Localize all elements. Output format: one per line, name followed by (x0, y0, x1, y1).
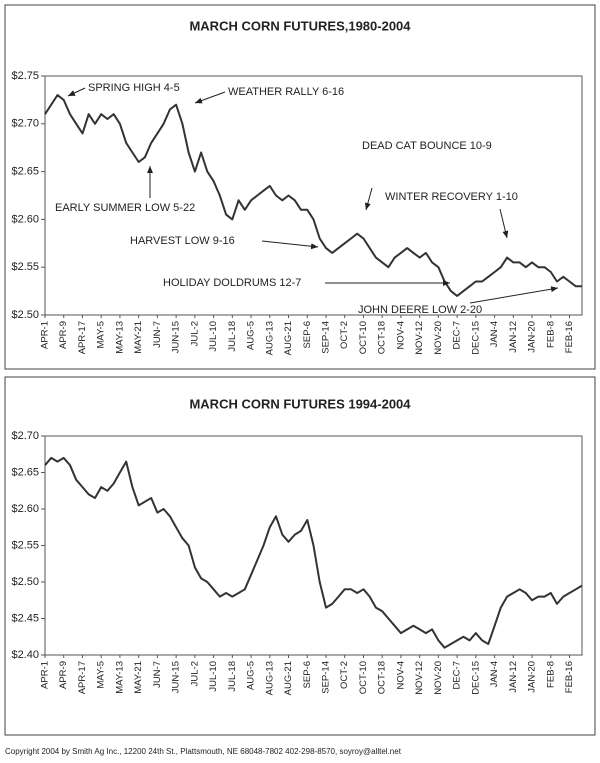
plot-area (44, 75, 583, 316)
x-tick-label: JAN-12 (508, 321, 519, 353)
x-tick-label: JUL-10 (208, 321, 219, 352)
x-tick-label: FEB-8 (545, 321, 556, 348)
price-line (44, 456, 583, 649)
x-tick-label: DEC-7 (452, 321, 463, 350)
x-tick-label: AUG-21 (283, 661, 294, 695)
x-tick-label: JAN-20 (527, 661, 538, 693)
footer: Copyright 2004 by Smith Ag Inc., 12200 2… (5, 747, 402, 756)
x-tick-label: MAY-13 (114, 661, 125, 694)
x-tick-label: JUN-7 (152, 321, 163, 348)
x-tick-label: APR-17 (77, 321, 88, 354)
annotation-arrow (261, 240, 319, 250)
annotation-arrow (469, 286, 559, 304)
x-tick-label: JAN-20 (527, 321, 538, 353)
annotation: SPRING HIGH 4-5 (88, 82, 180, 94)
x-tick-label: NOV-12 (414, 661, 425, 695)
x-tick-label: JAN-12 (508, 661, 519, 693)
y-tick-label: $2.75 (11, 70, 39, 82)
x-tick-label: DEC-15 (470, 321, 481, 355)
x-tick-label: DEC-15 (470, 661, 481, 695)
x-tick-label: JUN-15 (171, 661, 182, 693)
x-tick-label: SEP-6 (302, 321, 313, 348)
x-tick-label: MAY-13 (114, 321, 125, 354)
y-tick-label: $2.45 (11, 612, 39, 624)
x-tick-label: APR-9 (58, 661, 69, 689)
x-tick-label: JUL-18 (227, 321, 238, 352)
x-tick-label: JAN-4 (489, 321, 500, 347)
y-tick-label: $2.70 (11, 118, 39, 130)
y-tick-label: $2.50 (11, 309, 39, 321)
x-tick-label: OCT-10 (358, 661, 369, 694)
x-tick-label: APR-17 (77, 661, 88, 694)
x-tick-label: MAY-5 (96, 321, 107, 348)
annotation: JOHN DEERE LOW 2-20 (358, 304, 482, 316)
annotation: WEATHER RALLY 6-16 (228, 86, 344, 98)
x-tick-label: FEB-8 (545, 661, 556, 688)
annotation: HARVEST LOW 9-16 (130, 235, 235, 247)
x-tick-label: SEP-14 (321, 661, 332, 694)
x-tick-label: OCT-18 (377, 321, 388, 354)
price-line (44, 94, 582, 297)
x-tick-label: MAY-21 (133, 321, 144, 354)
x-tick-label: JUL-10 (208, 661, 219, 692)
x-tick-label: SEP-6 (302, 661, 313, 688)
x-tick-label: SEP-14 (321, 321, 332, 354)
y-tick-label: $2.65 (11, 166, 39, 178)
x-tick-label: DEC-7 (452, 661, 463, 690)
x-tick-label: AUG-21 (283, 321, 294, 355)
x-tick-label: OCT-10 (358, 321, 369, 354)
y-tick-label: $2.60 (11, 503, 39, 515)
x-tick-label: OCT-2 (339, 661, 350, 689)
x-tick-label: NOV-20 (433, 321, 444, 355)
x-tick-label: JUN-15 (171, 321, 182, 353)
x-tick-label: APR-1 (40, 661, 51, 689)
y-tick-label: $2.60 (11, 213, 39, 225)
x-tick-label: AUG-5 (246, 661, 257, 690)
x-tick-label: APR-9 (58, 321, 69, 349)
annotation-arrow (499, 208, 509, 239)
y-tick-label: $2.65 (11, 466, 39, 478)
annotation: EARLY SUMMER LOW 5-22 (55, 202, 195, 214)
x-tick-label: NOV-20 (433, 661, 444, 695)
chart-title: MARCH CORN FUTURES,1980-2004 (189, 18, 411, 33)
annotation: WINTER RECOVERY 1-10 (385, 191, 518, 203)
annotation-arrow (194, 91, 226, 104)
x-tick-label: OCT-2 (339, 321, 350, 349)
annotation-arrow (364, 187, 373, 211)
x-tick-label: JAN-4 (489, 661, 500, 687)
y-tick-label: $2.40 (11, 649, 39, 661)
y-tick-label: $2.50 (11, 576, 39, 588)
y-tick-label: $2.55 (11, 539, 39, 551)
x-tick-label: NOV-12 (414, 321, 425, 355)
annotation: HOLIDAY DOLDRUMS 12-7 (163, 277, 301, 289)
chart-title: MARCH CORN FUTURES 1994-2004 (189, 396, 411, 411)
chart-frame (4, 4, 596, 370)
x-tick-label: APR-1 (40, 321, 51, 349)
x-tick-label: MAY-5 (96, 661, 107, 688)
x-tick-label: NOV-4 (395, 321, 406, 350)
x-tick-label: FEB-16 (564, 661, 575, 693)
x-tick-label: JUN-7 (152, 661, 163, 688)
x-tick-label: JUL-2 (189, 321, 200, 346)
x-tick-label: MAY-21 (133, 661, 144, 694)
y-tick-label: $2.70 (11, 430, 39, 442)
x-tick-label: AUG-13 (264, 321, 275, 355)
x-tick-label: OCT-18 (377, 661, 388, 694)
x-tick-label: AUG-13 (264, 661, 275, 695)
x-tick-label: FEB-16 (564, 321, 575, 353)
chart-frame (4, 376, 596, 736)
x-tick-label: NOV-4 (395, 661, 406, 690)
x-tick-label: JUL-18 (227, 661, 238, 692)
annotation: DEAD CAT BOUNCE 10-9 (362, 140, 492, 152)
x-tick-label: JUL-2 (189, 661, 200, 686)
annotation-arrow (67, 87, 86, 97)
y-tick-label: $2.55 (11, 261, 39, 273)
x-tick-label: AUG-5 (246, 321, 257, 350)
